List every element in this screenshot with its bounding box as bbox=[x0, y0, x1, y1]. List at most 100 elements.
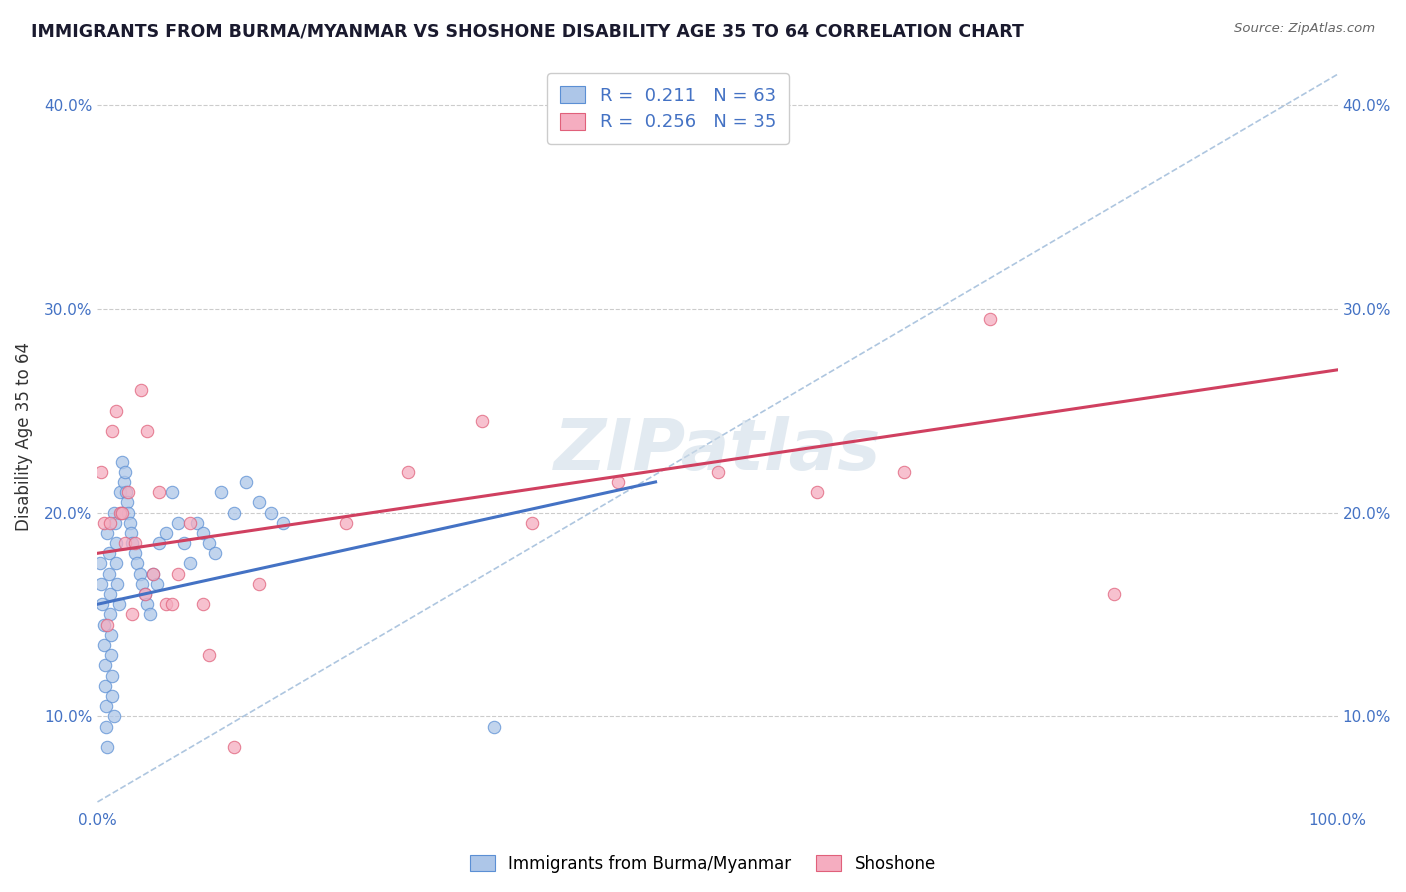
Point bbox=[96, 525, 118, 540]
Point bbox=[260, 506, 283, 520]
Point bbox=[107, 597, 129, 611]
Point bbox=[105, 536, 128, 550]
Y-axis label: Disability Age 35 to 64: Disability Age 35 to 64 bbox=[15, 342, 32, 531]
Point bbox=[112, 475, 135, 489]
Point bbox=[124, 546, 146, 560]
Point bbox=[167, 566, 190, 581]
Point bbox=[128, 566, 150, 581]
Point bbox=[138, 607, 160, 622]
Point bbox=[120, 525, 142, 540]
Text: IMMIGRANTS FROM BURMA/MYANMAR VS SHOSHONE DISABILITY AGE 35 TO 64 CORRELATION CH: IMMIGRANTS FROM BURMA/MYANMAR VS SHOSHON… bbox=[31, 22, 1024, 40]
Point bbox=[117, 506, 139, 520]
Point bbox=[98, 607, 121, 622]
Point bbox=[93, 617, 115, 632]
Point bbox=[104, 516, 127, 530]
Point bbox=[179, 516, 201, 530]
Point bbox=[335, 516, 357, 530]
Legend: R =  0.211   N = 63, R =  0.256   N = 35: R = 0.211 N = 63, R = 0.256 N = 35 bbox=[547, 73, 789, 145]
Text: ZIPatlas: ZIPatlas bbox=[554, 417, 882, 485]
Point bbox=[103, 506, 125, 520]
Point bbox=[94, 658, 117, 673]
Point bbox=[186, 516, 208, 530]
Point bbox=[806, 485, 828, 500]
Point bbox=[134, 587, 156, 601]
Point bbox=[273, 516, 295, 530]
Point bbox=[131, 577, 153, 591]
Legend: Immigrants from Burma/Myanmar, Shoshone: Immigrants from Burma/Myanmar, Shoshone bbox=[464, 848, 942, 880]
Point bbox=[114, 536, 136, 550]
Point bbox=[160, 597, 183, 611]
Point bbox=[222, 739, 245, 754]
Point bbox=[118, 516, 141, 530]
Point bbox=[108, 485, 131, 500]
Point bbox=[91, 597, 114, 611]
Point bbox=[179, 557, 201, 571]
Point bbox=[105, 557, 128, 571]
Point bbox=[136, 597, 159, 611]
Point bbox=[155, 597, 177, 611]
Point bbox=[127, 557, 149, 571]
Point bbox=[146, 577, 169, 591]
Point bbox=[110, 506, 132, 520]
Point bbox=[114, 465, 136, 479]
Point bbox=[103, 709, 125, 723]
Point bbox=[173, 536, 195, 550]
Point bbox=[396, 465, 419, 479]
Point bbox=[100, 628, 122, 642]
Point bbox=[222, 506, 245, 520]
Point bbox=[979, 311, 1001, 326]
Point bbox=[204, 546, 226, 560]
Point bbox=[101, 668, 124, 682]
Point bbox=[484, 720, 506, 734]
Point bbox=[98, 587, 121, 601]
Point bbox=[90, 465, 112, 479]
Point bbox=[115, 495, 138, 509]
Point bbox=[148, 485, 170, 500]
Point bbox=[160, 485, 183, 500]
Point bbox=[191, 597, 214, 611]
Point bbox=[96, 720, 118, 734]
Point bbox=[117, 485, 139, 500]
Point bbox=[105, 403, 128, 417]
Point bbox=[607, 475, 630, 489]
Point bbox=[100, 648, 122, 663]
Point bbox=[1104, 587, 1126, 601]
Text: Source: ZipAtlas.com: Source: ZipAtlas.com bbox=[1234, 22, 1375, 36]
Point bbox=[155, 525, 177, 540]
Point bbox=[706, 465, 728, 479]
Point bbox=[124, 536, 146, 550]
Point bbox=[111, 454, 134, 468]
Point bbox=[97, 566, 120, 581]
Point bbox=[93, 638, 115, 652]
Point bbox=[90, 577, 112, 591]
Point bbox=[134, 587, 156, 601]
Point bbox=[115, 485, 138, 500]
Point bbox=[105, 577, 128, 591]
Point bbox=[520, 516, 543, 530]
Point bbox=[101, 424, 124, 438]
Point bbox=[108, 506, 131, 520]
Point bbox=[235, 475, 257, 489]
Point bbox=[96, 617, 118, 632]
Point bbox=[93, 516, 115, 530]
Point bbox=[142, 566, 165, 581]
Point bbox=[96, 699, 118, 714]
Point bbox=[211, 485, 233, 500]
Point bbox=[129, 383, 152, 397]
Point bbox=[94, 679, 117, 693]
Point bbox=[89, 557, 111, 571]
Point bbox=[97, 546, 120, 560]
Point bbox=[893, 465, 915, 479]
Point bbox=[121, 536, 143, 550]
Point bbox=[198, 536, 221, 550]
Point bbox=[111, 506, 134, 520]
Point bbox=[96, 739, 118, 754]
Point bbox=[101, 689, 124, 703]
Point bbox=[198, 648, 221, 663]
Point bbox=[247, 495, 270, 509]
Point bbox=[471, 414, 494, 428]
Point bbox=[167, 516, 190, 530]
Point bbox=[136, 424, 159, 438]
Point bbox=[191, 525, 214, 540]
Point bbox=[247, 577, 270, 591]
